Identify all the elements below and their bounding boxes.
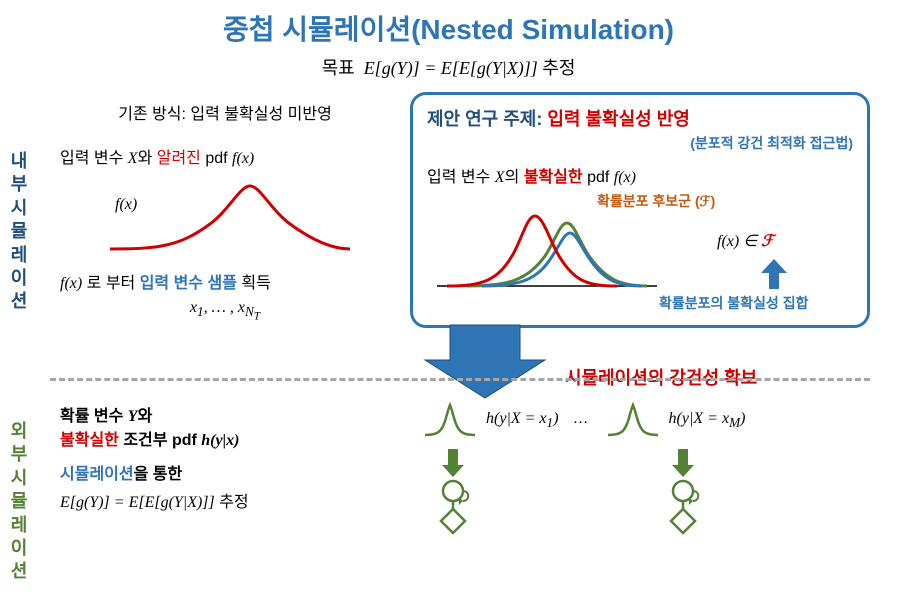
outer-line4: E[g(Y)] = E[E[g(Y|X)]] 추정 bbox=[60, 488, 400, 512]
subtitle-formula: E[g(Y)] = E[E[g(Y|X)]] bbox=[364, 58, 538, 78]
h-label-1: h(y|X = x1) bbox=[486, 410, 559, 431]
outer-line1: 확률 변수 Y와 bbox=[60, 402, 400, 426]
proposed-line1: 입력 변수 X의 불확실한 pdf f(x) bbox=[427, 163, 853, 187]
multi-pdf-curves bbox=[427, 201, 667, 301]
outer-sim-label: 외부 시뮬레이션 bbox=[8, 420, 30, 584]
main-title: 중첩 시뮬레이션(Nested Simulation) bbox=[0, 0, 897, 48]
cond-pdf-curve-1 bbox=[420, 400, 480, 442]
title-en: (Nested Simulation) bbox=[411, 14, 674, 45]
up-arrow-icon bbox=[759, 259, 789, 293]
dots: … bbox=[565, 410, 597, 428]
sample-notation: x1, … , xNT bbox=[60, 299, 390, 323]
sim-icon-M bbox=[662, 447, 704, 537]
subtitle: 목표 E[g(Y)] = E[E[g(Y|X)]] 추정 bbox=[0, 54, 897, 80]
h-label-M: h(y|X = xM) bbox=[669, 410, 746, 431]
title-ko: 중첩 시뮬레이션 bbox=[223, 14, 411, 45]
single-pdf-curve bbox=[100, 174, 360, 264]
proposed-heading: 제안 연구 주제: 입력 불확실성 반영 bbox=[427, 105, 853, 131]
outer-line3: 시뮬레이션을 통한 bbox=[60, 460, 400, 484]
conventional-heading: 기존 방식: 입력 불확실성 미반영 bbox=[60, 100, 390, 124]
outer-sim-text: 확률 변수 Y와 불확실한 조건부 pdf h(y|x) 시뮬레이션을 통한 E… bbox=[60, 402, 400, 512]
conventional-line1: 입력 변수 X와 알려진 pdf f(x) bbox=[60, 144, 390, 168]
outer-sim-diagram: h(y|X = x1) … h(y|X = xM) bbox=[420, 400, 880, 537]
proposed-subheading: (분포적 강건 최적화 접근법) bbox=[427, 133, 853, 153]
section-divider bbox=[50, 378, 870, 381]
outer-line2: 불확실한 조건부 pdf h(y|x) bbox=[60, 426, 400, 450]
proposed-panel: 제안 연구 주제: 입력 불확실성 반영 (분포적 강건 최적화 접근법) 입력… bbox=[410, 92, 870, 328]
uncertainty-set-label: 확률분포의 불확실성 집합 bbox=[659, 293, 808, 313]
subtitle-suffix: 추정 bbox=[542, 58, 575, 78]
proposed-box: 제안 연구 주제: 입력 불확실성 반영 (분포적 강건 최적화 접근법) 입력… bbox=[410, 92, 870, 328]
conventional-line2: f(x) 로 부터 입력 변수 샘플 획득 bbox=[60, 269, 390, 293]
sim-icon-1 bbox=[432, 447, 474, 537]
robustness-label: 시뮬레이션의 강건성 확보 bbox=[565, 364, 757, 390]
fx-in-F: f(x) ∈ ℱ bbox=[717, 231, 774, 251]
big-down-arrow bbox=[420, 320, 550, 405]
conventional-panel: 기존 방식: 입력 불확실성 미반영 입력 변수 X와 알려진 pdf f(x)… bbox=[60, 100, 390, 323]
inner-sim-label: 내부 시뮬레이션 bbox=[8, 150, 30, 314]
subtitle-label: 목표 bbox=[322, 58, 355, 78]
cond-pdf-curve-M bbox=[603, 400, 663, 442]
